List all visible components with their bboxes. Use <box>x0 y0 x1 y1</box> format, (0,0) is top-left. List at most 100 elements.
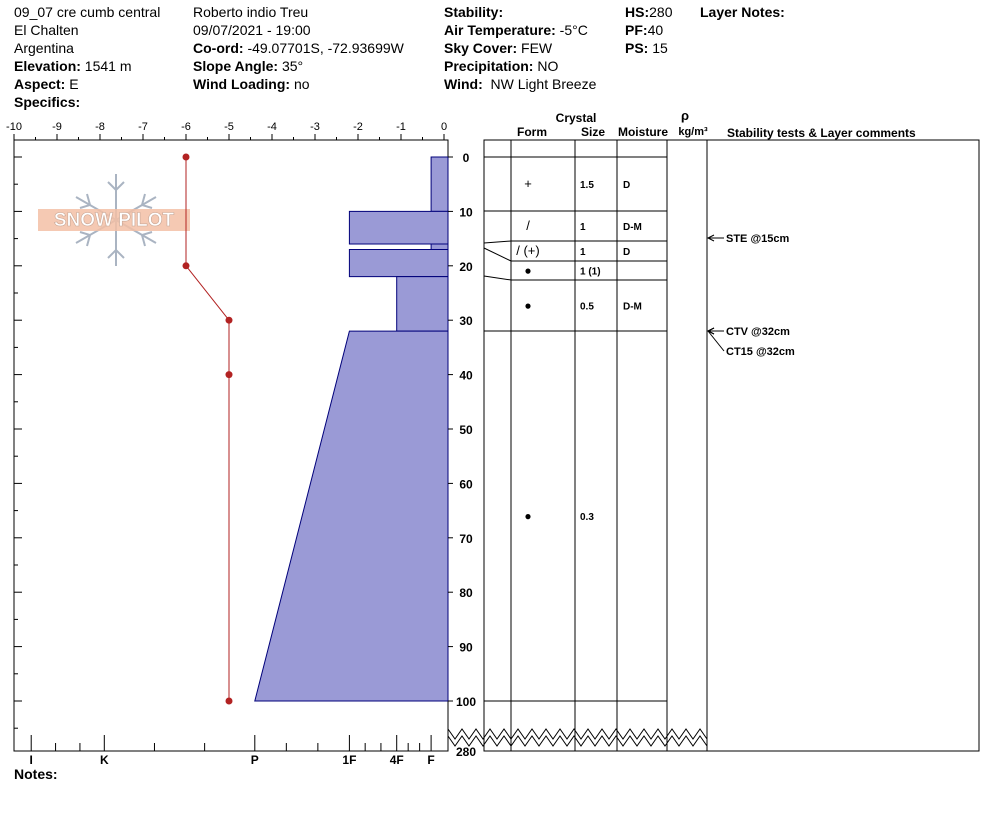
layer-form: / (+) <box>516 243 539 258</box>
temp-tick-label: -3 <box>310 121 320 133</box>
depth-tick-label: 100 <box>456 695 476 709</box>
layer-moisture: D <box>623 247 630 258</box>
temperature-point <box>225 697 233 705</box>
temperature-axis: -10 -9 -8 -7 -6 -5 -4 -3 -2 -1 0 <box>6 121 447 140</box>
hardness-tick-label: I <box>30 753 33 767</box>
hardness-tick-label: 4F <box>390 753 404 767</box>
stability-header: Stability tests & Layer comments <box>727 126 916 140</box>
temperature-point <box>225 371 233 379</box>
hardness-axis: I K P 1F 4F F <box>30 735 435 767</box>
size-header: Size <box>581 125 605 139</box>
stability-arrow-head <box>706 327 715 335</box>
snow-pilot-logo: SNOW PILOT <box>38 174 190 266</box>
temp-tick-label: -7 <box>138 121 148 133</box>
country: Argentina <box>14 40 74 56</box>
layer-notes: Layer Notes: <box>700 4 785 20</box>
temp-tick-label: -1 <box>396 121 406 133</box>
datetime: 09/07/2021 - 19:00 <box>193 22 311 38</box>
site-name: 09_07 cre cumb central <box>14 4 161 20</box>
sky-cover: Sky Cover: FEW <box>444 40 553 56</box>
depth-tick-label: 80 <box>459 586 473 600</box>
temp-tick-label: -10 <box>6 121 22 133</box>
observer: Roberto indio Treu <box>193 4 309 20</box>
ps: PS: 15 <box>625 40 668 56</box>
hardness-profile <box>254 156 449 702</box>
layer-connector <box>483 275 512 281</box>
layer-connector <box>483 240 512 244</box>
layer-form: ● <box>524 264 531 278</box>
temperature-point <box>182 153 190 161</box>
temperature-line <box>185 157 230 701</box>
layer-form: ● <box>524 299 531 313</box>
hardness-layer-bar <box>348 210 449 245</box>
density-unit-header: kg/m³ <box>678 126 708 138</box>
temp-tick-label: -9 <box>52 121 62 133</box>
moisture-header: Moisture <box>618 125 668 139</box>
depth-axis: 0 10 20 30 40 50 60 70 80 90 100 280 <box>14 151 476 759</box>
observation-info: Roberto indio Treu 09/07/2021 - 19:00 Co… <box>193 3 404 93</box>
depth-bottom-label: 280 <box>456 745 476 759</box>
aspect: Aspect: E <box>14 76 79 92</box>
form-header: Form <box>517 125 547 139</box>
hardness-layer-bar <box>348 248 449 278</box>
snowpack-info: HS:280 PF:40 PS: 15 <box>625 3 672 57</box>
temperature-point <box>225 316 233 324</box>
depth-tick-label: 90 <box>459 641 473 655</box>
layer-size: 1.5 <box>580 180 594 191</box>
depth-tick-label: 40 <box>459 369 473 383</box>
hardness-tick-label: K <box>100 753 109 767</box>
depth-tick-label: 20 <box>459 260 473 274</box>
precipitation: Precipitation: NO <box>444 58 559 74</box>
right-table-frame <box>483 139 980 752</box>
temp-tick-label: -2 <box>353 121 363 133</box>
depth-tick-label: 30 <box>459 314 473 328</box>
stability-tests: STE @15cm CTV @32cm CT15 @32cm <box>706 233 795 358</box>
stability-test-label: STE @15cm <box>726 233 790 245</box>
layer-moisture: D-M <box>623 222 642 233</box>
hardness-layer-bar <box>254 330 449 702</box>
stability-arrow-head <box>706 234 715 242</box>
depth-tick-label: 60 <box>459 477 473 491</box>
temp-tick-label: 0 <box>441 121 447 133</box>
stability-arrow-line <box>707 330 725 352</box>
pf: PF:40 <box>625 22 664 38</box>
notes: Notes: <box>14 766 58 782</box>
wind: Wind: NW Light Breeze <box>444 76 597 92</box>
temp-tick-label: -4 <box>267 121 277 133</box>
stability-test-label: CTV @32cm <box>726 326 790 338</box>
layer-size: 1 <box>580 222 586 233</box>
depth-tick-label: 0 <box>463 151 470 165</box>
wind-loading: Wind Loading: no <box>193 76 310 92</box>
stability-test-label: CT15 @32cm <box>726 346 795 358</box>
crystal-header: Crystal <box>556 111 597 125</box>
site-info: 09_07 cre cumb central El Chalten Argent… <box>14 3 160 111</box>
weather-info: Stability: Air Temperature: -5°C Sky Cov… <box>444 3 596 93</box>
column-dividers <box>510 140 708 751</box>
layer-size: 1 (1) <box>580 267 601 278</box>
layer-size: 0.5 <box>580 302 594 313</box>
hs: HS:280 <box>625 4 673 20</box>
temp-tick-label: -8 <box>95 121 105 133</box>
layer-size: 1 <box>580 247 586 258</box>
depth-tick-label: 50 <box>459 423 473 437</box>
slope-angle: Slope Angle: 35° <box>193 58 304 74</box>
layer-form: / <box>526 218 530 233</box>
temperature-point <box>182 262 190 270</box>
temperature-profile <box>182 153 233 705</box>
svg-text:SNOW PILOT: SNOW PILOT <box>54 210 175 231</box>
depth-tick-label: 10 <box>459 205 473 219</box>
rho-header: ρ <box>681 108 689 123</box>
layer-connector <box>483 247 512 262</box>
layer-form: ● <box>524 509 531 523</box>
air-temperature: Air Temperature: -5°C <box>444 22 588 38</box>
temp-tick-label: -5 <box>224 121 234 133</box>
layer-form: + <box>524 176 532 191</box>
depth-break <box>447 728 708 747</box>
hardness-layer-bar <box>430 156 449 212</box>
layer-size: 0.3 <box>580 512 594 523</box>
layer-table: +1.5 D / 1 D-M / (+) 1 D ● 1 (1) ● 0.5 D-M ● 0.3 <box>483 156 667 702</box>
hardness-tick-label: P <box>251 753 259 767</box>
hardness-tick-label: 1F <box>342 753 356 767</box>
specifics: Specifics: <box>14 94 81 110</box>
